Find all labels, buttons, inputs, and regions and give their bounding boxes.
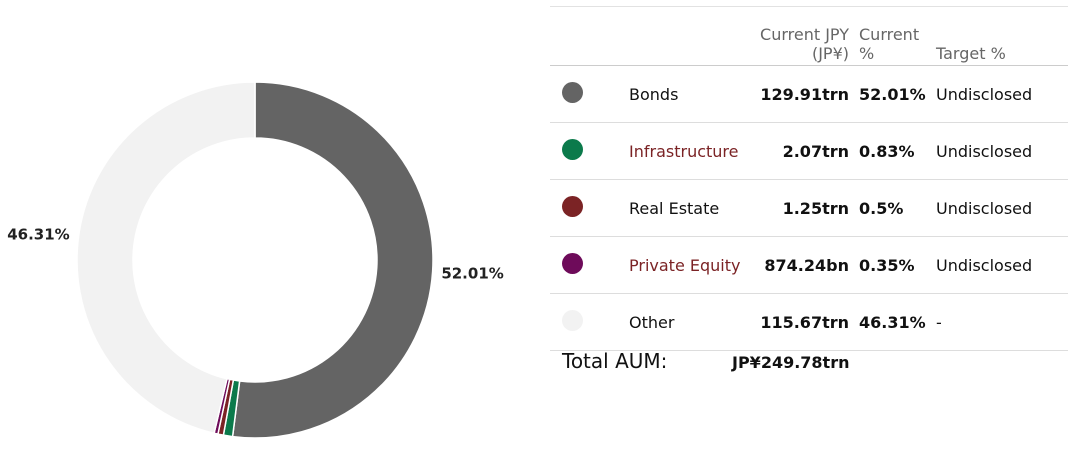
value-cell: 2.07trn [744,122,859,180]
target-cell: Undisclosed [936,122,1068,180]
pct-cell: 0.35% [859,236,936,294]
legend-cell [550,122,629,180]
asset-link[interactable]: Infrastructure [629,141,739,161]
name-cell: Bonds [629,65,744,123]
target-cell: Undisclosed [936,65,1068,123]
pct-cell: 46.31% [859,293,936,351]
table-row: Real Estate 1.25trn 0.5% Undisclosed [550,179,1068,237]
slice-label: 52.01% [441,264,503,282]
table-row: Private Equity 874.24bn 0.35% Undisclosed [550,236,1068,294]
pct-cell: 0.5% [859,179,936,237]
asset-name: Real Estate [629,198,720,218]
target-cell: Undisclosed [936,179,1068,237]
donut-chart: 52.01% 46.31% [7,81,504,439]
header-cell [550,6,629,66]
header-cell: Current JPY (JP¥) [744,6,859,66]
header-row: Current JPY (JP¥) Current % Target % [550,6,1068,66]
total-label: Total AUM: [562,349,668,373]
target-cell: - [936,293,1068,351]
legend-cell [550,65,629,123]
target-cell: Undisclosed [936,236,1068,294]
name-cell: Real Estate [629,179,744,237]
header-cell [629,6,744,66]
legend-dot [562,252,583,274]
slice-label: 46.31% [7,225,69,243]
header-cell: Current % [859,6,936,66]
name-cell: Other [629,293,744,351]
value-cell: 115.67trn [744,293,859,351]
name-cell: Private Equity [629,236,744,294]
asset-name: Other [629,312,675,332]
value-cell: 1.25trn [744,179,859,237]
pct-cell: 0.83% [859,122,936,180]
legend-cell [550,293,629,351]
table-row: Infrastructure 2.07trn 0.83% Undisclosed [550,122,1068,180]
table-body: Bonds 129.91trn 52.01% Undisclosed Infrastru… [550,65,1068,351]
donut-slice [231,81,434,439]
value-cell: 874.24bn [744,236,859,294]
asset-link[interactable]: Private Equity [629,255,741,275]
legend-dot [562,309,583,331]
pct-cell: 52.01% [859,65,936,123]
legend-dot [562,138,583,160]
header-cell: Target % [936,6,1068,66]
legend-dot [562,195,583,217]
allocation-table: Current JPY (JP¥) Current % Target % Bon… [550,6,1068,351]
table-row: Bonds 129.91trn 52.01% Undisclosed [550,65,1068,123]
legend-cell [550,236,629,294]
name-cell: Infrastructure [629,122,744,180]
legend-cell [550,179,629,237]
donut-slice [76,81,256,435]
asset-name: Bonds [629,84,679,104]
total-value: JP¥249.78trn [732,353,850,372]
legend-dot [562,81,583,103]
value-cell: 129.91trn [744,65,859,123]
table-row: Other 115.67trn 46.31% - [550,293,1068,351]
